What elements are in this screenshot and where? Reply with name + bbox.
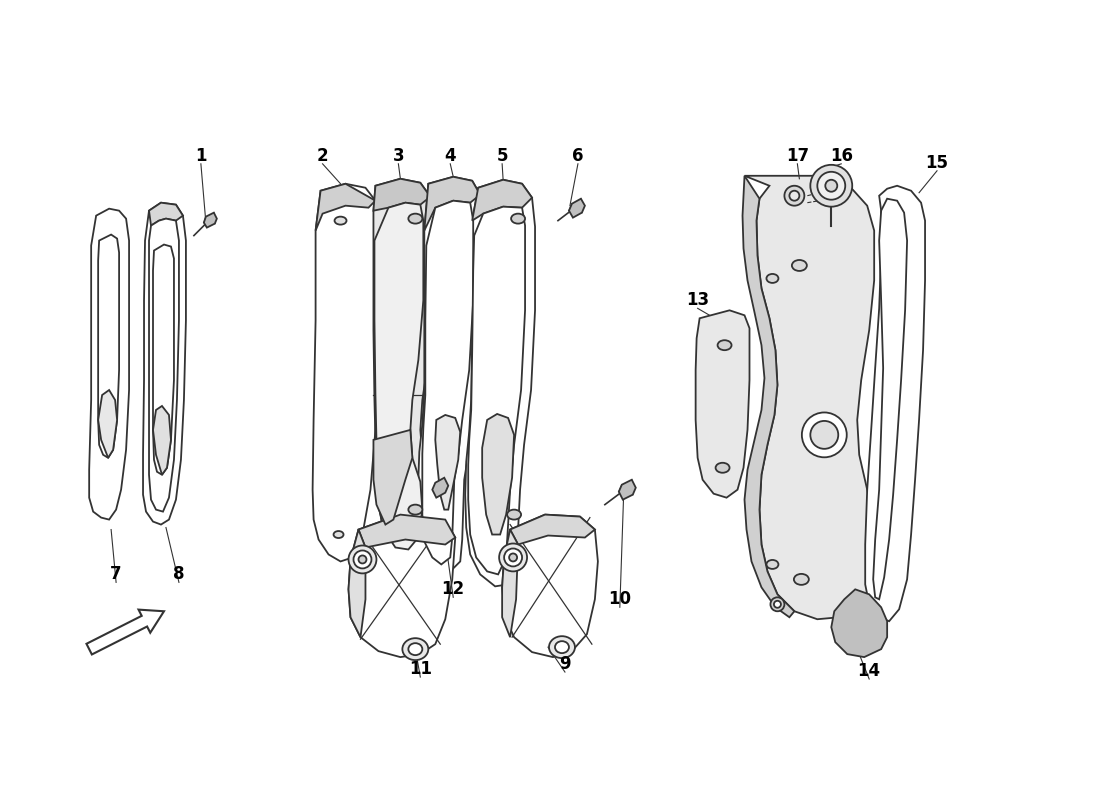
- Ellipse shape: [556, 641, 569, 653]
- Text: 10: 10: [608, 590, 631, 608]
- Polygon shape: [465, 180, 535, 586]
- Text: 1: 1: [195, 147, 207, 165]
- Polygon shape: [502, 530, 518, 637]
- Ellipse shape: [509, 554, 517, 562]
- Polygon shape: [482, 414, 514, 534]
- Text: 7: 7: [110, 566, 122, 583]
- Text: 8: 8: [173, 566, 185, 583]
- Polygon shape: [349, 530, 365, 637]
- Polygon shape: [148, 218, 179, 512]
- Ellipse shape: [512, 214, 525, 224]
- Polygon shape: [569, 198, 585, 218]
- Ellipse shape: [767, 274, 779, 283]
- Polygon shape: [418, 177, 483, 571]
- Ellipse shape: [408, 505, 422, 514]
- Text: 14: 14: [858, 662, 881, 680]
- Ellipse shape: [403, 638, 428, 660]
- Ellipse shape: [359, 555, 366, 563]
- Polygon shape: [373, 178, 433, 557]
- Polygon shape: [745, 176, 874, 619]
- Polygon shape: [153, 406, 170, 474]
- Text: 9: 9: [559, 655, 571, 673]
- Text: 5: 5: [496, 147, 508, 165]
- Ellipse shape: [349, 546, 376, 574]
- Text: 17: 17: [785, 147, 808, 165]
- Polygon shape: [422, 201, 473, 565]
- Polygon shape: [153, 245, 174, 474]
- Polygon shape: [349, 514, 455, 657]
- Text: 12: 12: [442, 580, 465, 598]
- Ellipse shape: [790, 190, 800, 201]
- Ellipse shape: [817, 172, 845, 200]
- Ellipse shape: [408, 214, 422, 224]
- Polygon shape: [373, 178, 430, 210]
- Polygon shape: [312, 184, 378, 562]
- Ellipse shape: [784, 186, 804, 206]
- Polygon shape: [619, 480, 636, 500]
- Ellipse shape: [549, 636, 575, 658]
- Polygon shape: [832, 590, 887, 657]
- Polygon shape: [502, 514, 598, 657]
- Text: 2: 2: [317, 147, 329, 165]
- Polygon shape: [316, 184, 375, 230]
- Polygon shape: [873, 198, 908, 599]
- Polygon shape: [204, 213, 217, 228]
- Ellipse shape: [507, 510, 521, 519]
- Ellipse shape: [504, 549, 522, 566]
- Polygon shape: [98, 390, 117, 458]
- Polygon shape: [89, 209, 129, 519]
- Text: 15: 15: [925, 154, 948, 172]
- FancyArrow shape: [87, 610, 164, 654]
- Polygon shape: [359, 514, 455, 547]
- Text: 13: 13: [686, 291, 710, 310]
- Ellipse shape: [770, 598, 784, 611]
- Polygon shape: [436, 415, 460, 510]
- Text: 3: 3: [393, 147, 404, 165]
- Ellipse shape: [802, 413, 847, 458]
- Ellipse shape: [825, 180, 837, 192]
- Polygon shape: [510, 514, 595, 545]
- Ellipse shape: [794, 574, 808, 585]
- Text: 6: 6: [572, 147, 584, 165]
- Ellipse shape: [499, 543, 527, 571]
- Polygon shape: [742, 176, 794, 618]
- Polygon shape: [866, 186, 925, 622]
- Ellipse shape: [792, 260, 806, 271]
- Ellipse shape: [334, 217, 346, 225]
- Polygon shape: [425, 177, 481, 230]
- Ellipse shape: [767, 560, 779, 569]
- Polygon shape: [469, 206, 525, 574]
- Polygon shape: [432, 478, 449, 498]
- Text: 16: 16: [829, 147, 852, 165]
- Polygon shape: [148, 202, 183, 226]
- Polygon shape: [143, 202, 186, 525]
- Ellipse shape: [717, 340, 732, 350]
- Ellipse shape: [333, 531, 343, 538]
- Polygon shape: [374, 202, 424, 550]
- Ellipse shape: [774, 601, 781, 608]
- Polygon shape: [373, 430, 412, 525]
- Text: 4: 4: [444, 147, 456, 165]
- Ellipse shape: [811, 165, 852, 206]
- Ellipse shape: [811, 421, 838, 449]
- Polygon shape: [98, 234, 119, 458]
- Ellipse shape: [716, 462, 729, 473]
- Ellipse shape: [353, 550, 372, 569]
- Polygon shape: [695, 310, 749, 498]
- Polygon shape: [472, 180, 532, 221]
- Text: 11: 11: [409, 660, 432, 678]
- Ellipse shape: [408, 643, 422, 655]
